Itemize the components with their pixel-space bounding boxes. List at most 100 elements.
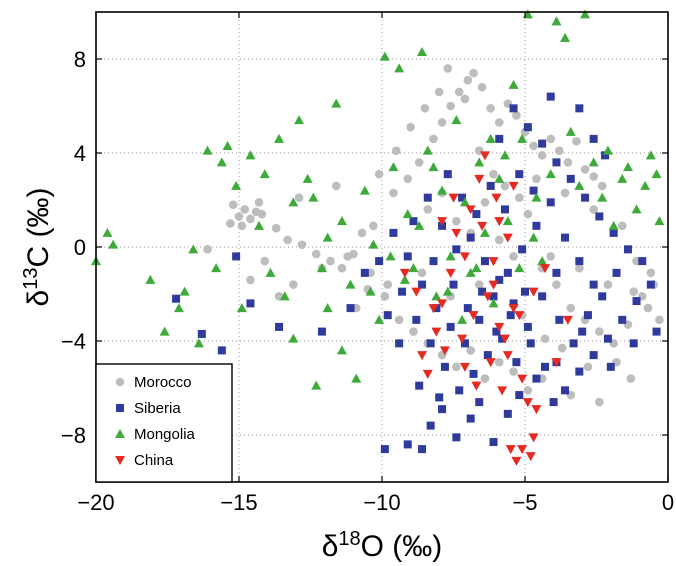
data-point-siberia xyxy=(380,445,389,454)
data-point-morocco xyxy=(626,374,636,383)
data-point-china xyxy=(531,405,542,415)
data-point-morocco xyxy=(369,221,378,231)
data-point-morocco xyxy=(575,263,584,273)
data-point-siberia xyxy=(561,233,570,242)
data-point-china xyxy=(431,327,442,337)
data-point-mongolia xyxy=(457,314,468,324)
data-point-siberia xyxy=(423,193,432,202)
data-point-mongolia xyxy=(294,115,305,125)
data-point-mongolia xyxy=(254,220,265,230)
data-point-morocco xyxy=(240,205,250,214)
data-point-morocco xyxy=(337,263,347,273)
data-point-mongolia xyxy=(580,9,591,19)
data-point-siberia xyxy=(523,322,532,331)
data-point-siberia xyxy=(435,393,444,402)
data-point-siberia xyxy=(589,134,598,143)
data-point-morocco xyxy=(326,256,335,266)
data-point-morocco xyxy=(392,146,401,155)
data-point-china xyxy=(422,369,433,379)
data-point-morocco xyxy=(394,315,404,325)
data-point-mongolia xyxy=(608,220,619,230)
data-point-morocco xyxy=(480,198,490,207)
data-point-morocco xyxy=(343,252,352,261)
data-point-morocco xyxy=(643,303,653,313)
data-point-china xyxy=(517,445,528,455)
data-point-china xyxy=(445,268,456,278)
data-point-morocco xyxy=(374,169,384,179)
data-point-china xyxy=(525,452,536,462)
data-point-morocco xyxy=(414,158,424,167)
data-point-mongolia xyxy=(316,263,327,273)
data-point-china xyxy=(439,346,450,356)
data-point-morocco xyxy=(297,240,307,249)
data-point-morocco xyxy=(514,193,524,202)
data-point-mongolia xyxy=(245,150,256,160)
data-point-mongolia xyxy=(565,126,576,136)
data-point-siberia xyxy=(498,334,507,343)
data-point-morocco xyxy=(646,268,656,278)
data-point-siberia xyxy=(375,257,384,266)
data-point-china xyxy=(417,351,428,361)
data-point-china xyxy=(437,299,448,309)
data-point-siberia xyxy=(503,409,512,418)
data-point-morocco xyxy=(494,235,504,245)
data-point-mongolia xyxy=(428,162,439,172)
data-point-china xyxy=(399,268,410,278)
data-point-mongolia xyxy=(508,79,519,89)
legend-label-morocco: Morocco xyxy=(134,374,192,391)
data-point-mongolia xyxy=(379,51,390,61)
data-point-morocco xyxy=(589,205,598,214)
data-point-siberia xyxy=(575,257,584,266)
data-point-china xyxy=(459,252,470,262)
data-point-morocco xyxy=(494,357,504,367)
series-siberia xyxy=(172,92,661,454)
data-point-mongolia xyxy=(385,251,396,261)
data-point-siberia xyxy=(478,287,487,296)
data-point-morocco xyxy=(489,169,498,179)
data-point-siberia xyxy=(503,268,512,277)
data-point-siberia xyxy=(566,174,575,183)
data-point-china xyxy=(411,287,422,297)
data-point-mongolia xyxy=(545,169,556,179)
data-point-siberia xyxy=(452,433,461,442)
data-point-morocco xyxy=(603,280,613,289)
data-point-morocco xyxy=(226,219,235,228)
data-point-morocco xyxy=(466,346,475,355)
data-point-siberia xyxy=(546,92,555,101)
data-point-siberia xyxy=(652,327,661,336)
data-point-mongolia xyxy=(188,244,199,254)
legend-marker-morocco xyxy=(115,377,125,387)
x-tick-label: −10 xyxy=(363,490,400,515)
data-point-mongolia xyxy=(374,314,385,324)
data-point-mongolia xyxy=(331,98,342,108)
data-point-siberia xyxy=(480,257,489,266)
data-point-siberia xyxy=(403,440,412,449)
data-point-siberia xyxy=(426,421,435,430)
data-point-siberia xyxy=(475,315,484,324)
data-point-morocco xyxy=(589,172,598,181)
data-point-mongolia xyxy=(351,373,362,383)
data-point-china xyxy=(488,280,499,290)
data-point-morocco xyxy=(546,134,556,144)
data-point-mongolia xyxy=(631,204,642,214)
data-point-siberia xyxy=(603,334,612,343)
data-point-morocco xyxy=(572,136,581,146)
data-point-morocco xyxy=(595,397,604,407)
data-point-mongolia xyxy=(465,267,476,277)
x-tick-label: −5 xyxy=(512,490,537,515)
data-point-morocco xyxy=(260,256,270,266)
data-point-morocco xyxy=(486,104,495,113)
data-point-mongolia xyxy=(274,133,285,143)
data-point-morocco xyxy=(403,174,413,184)
data-point-siberia xyxy=(606,362,615,371)
data-point-siberia xyxy=(460,339,469,348)
data-point-mongolia xyxy=(279,291,290,301)
data-point-morocco xyxy=(555,146,564,155)
data-point-siberia xyxy=(538,292,547,301)
data-point-mongolia xyxy=(602,145,613,155)
data-point-siberia xyxy=(395,339,404,348)
data-point-mongolia xyxy=(179,286,190,296)
data-point-siberia xyxy=(172,294,181,303)
data-point-siberia xyxy=(646,280,655,289)
